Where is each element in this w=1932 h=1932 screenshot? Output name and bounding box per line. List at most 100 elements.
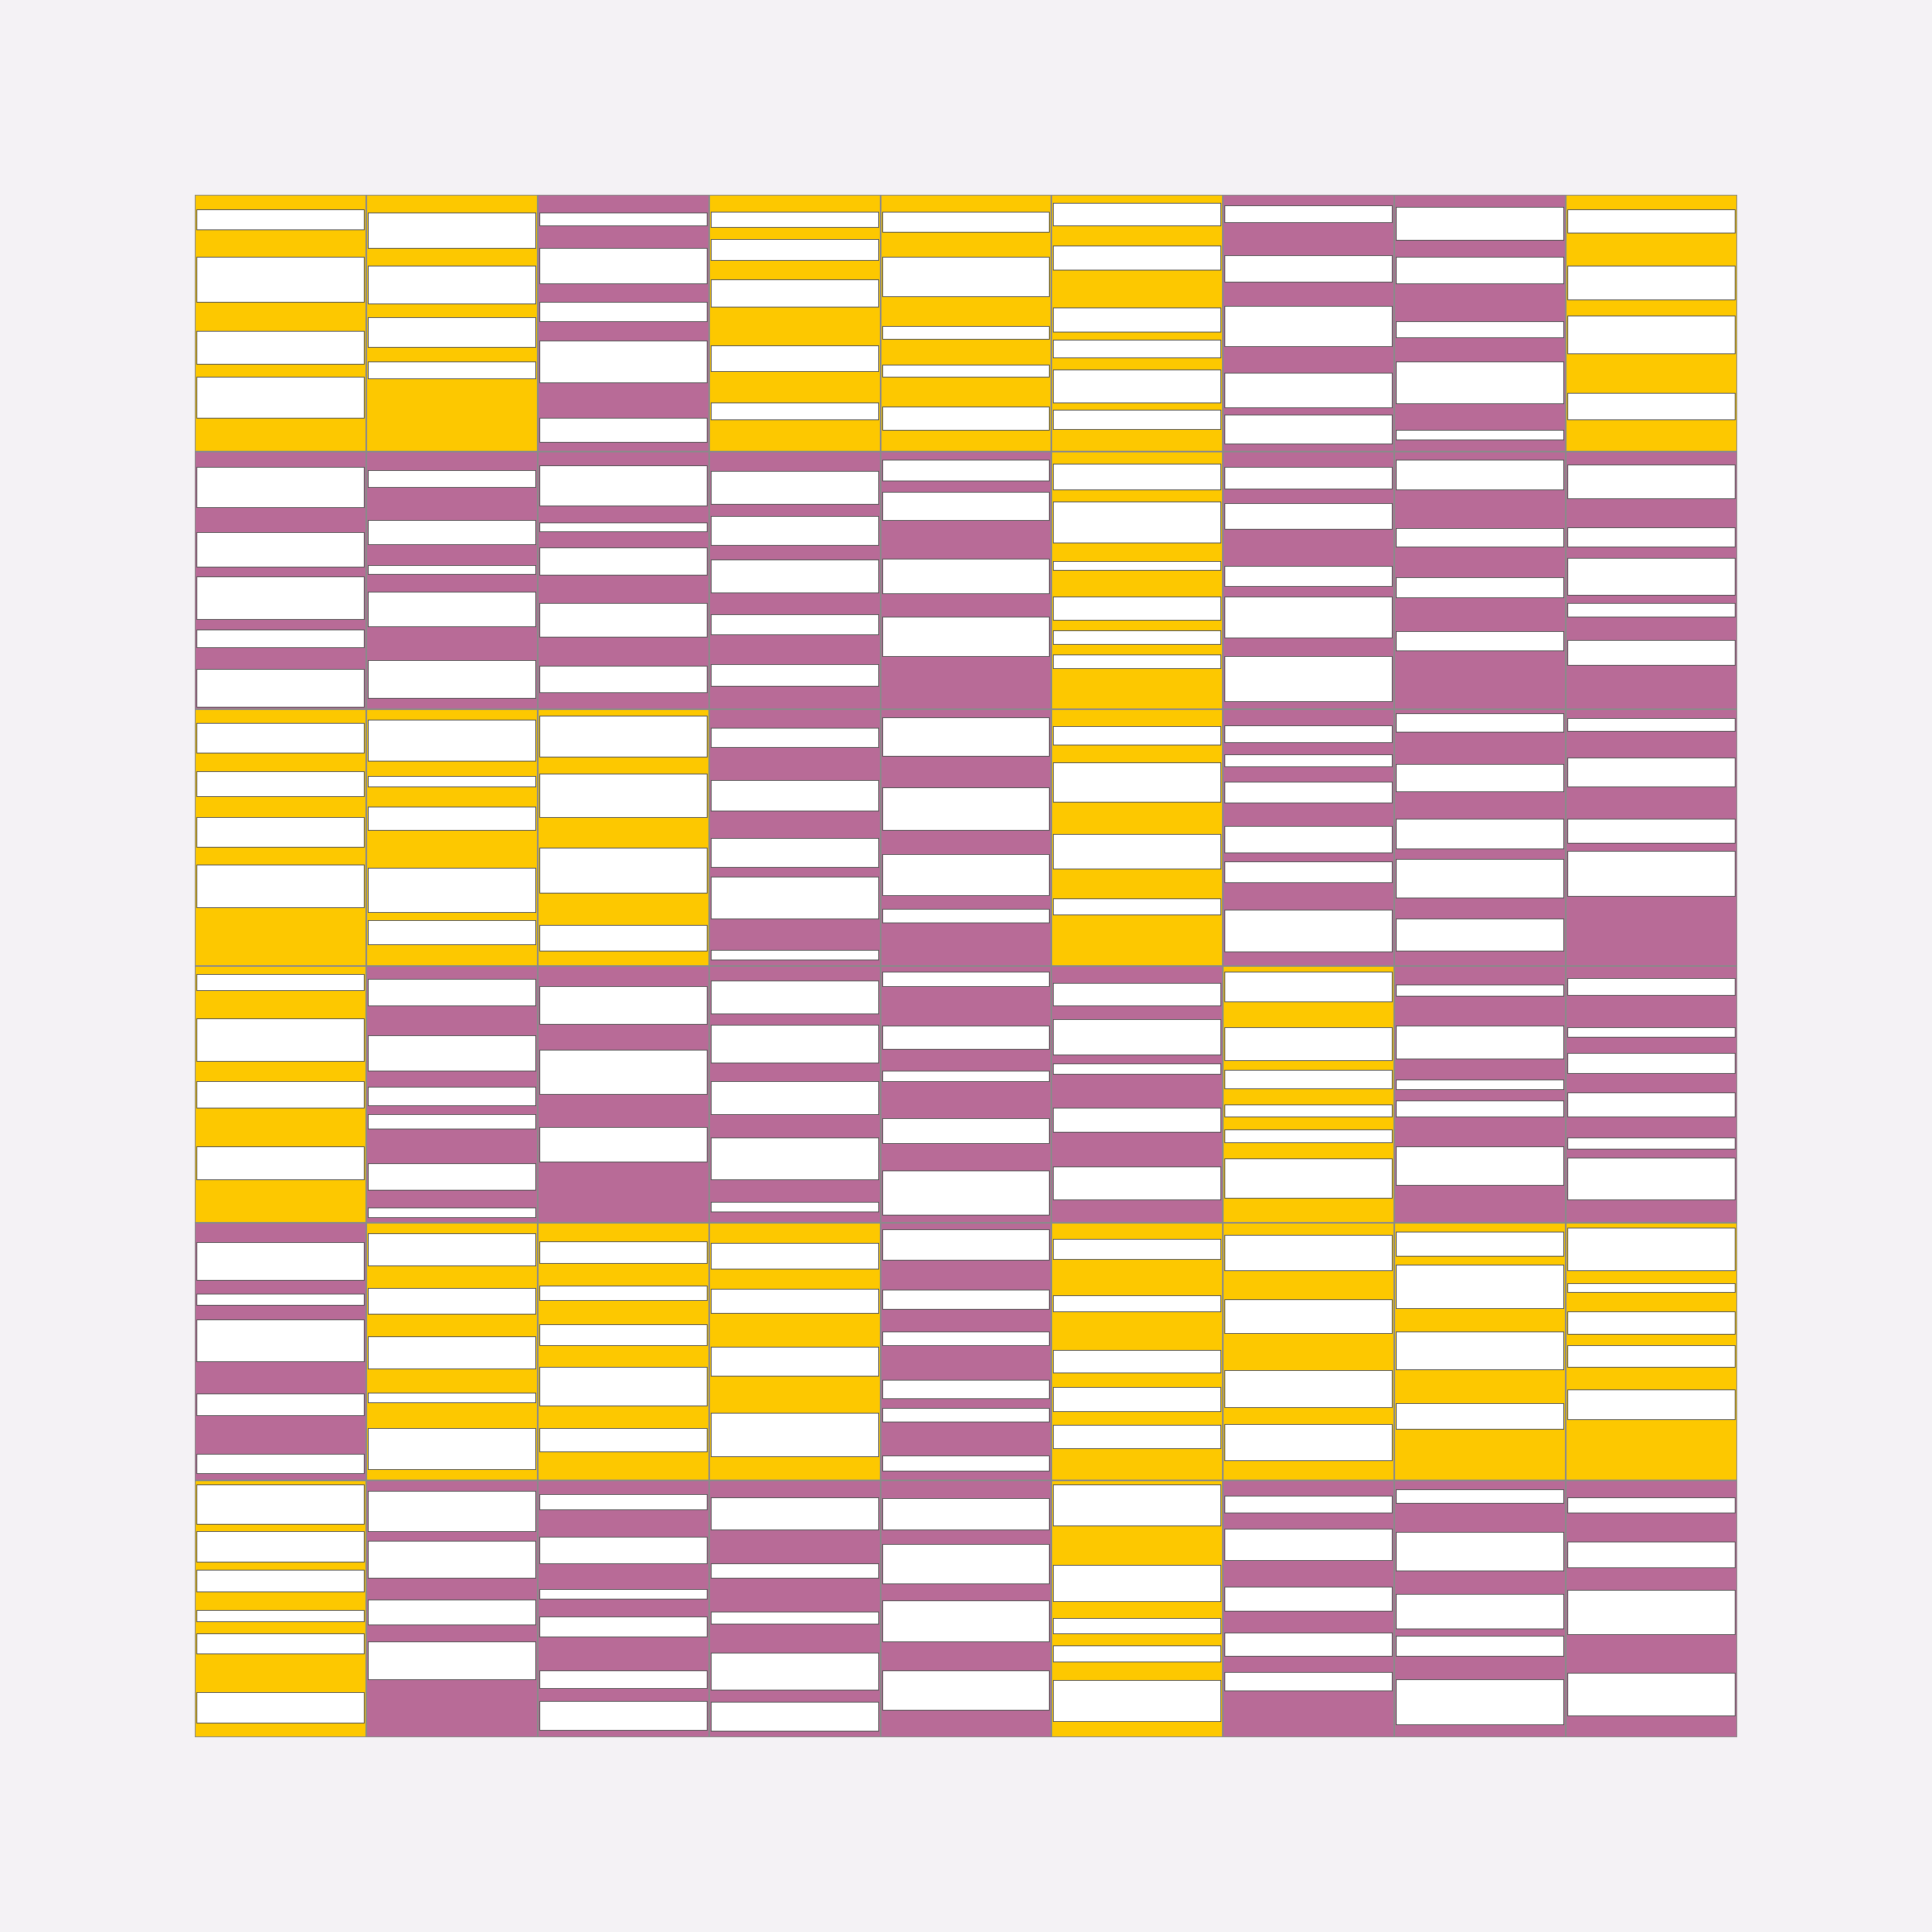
grid-cell (1051, 195, 1224, 452)
white-stripe (1053, 1386, 1222, 1412)
white-stripe (196, 1484, 365, 1525)
grid-cell (1051, 452, 1224, 709)
white-stripe (881, 1026, 1051, 1051)
white-stripe (1224, 861, 1393, 883)
white-stripe (1567, 1228, 1736, 1272)
white-stripe (367, 1163, 536, 1191)
white-stripe (1053, 725, 1222, 745)
grid-cell (1051, 966, 1224, 1224)
white-stripe (367, 776, 536, 788)
white-stripe (1053, 1108, 1222, 1133)
white-stripe (539, 1126, 708, 1163)
grid-cell (1223, 195, 1395, 452)
white-stripe (1053, 1294, 1222, 1313)
white-stripe (1224, 1069, 1393, 1090)
white-stripe (1396, 1100, 1565, 1117)
white-stripe (710, 1497, 879, 1530)
white-stripe (1567, 977, 1736, 996)
grid-cell (1051, 708, 1224, 966)
white-stripe (1396, 1079, 1565, 1090)
white-stripe (710, 1137, 879, 1181)
white-stripe (196, 576, 365, 621)
striped-grid-artwork (195, 195, 1737, 1737)
white-stripe (539, 1616, 708, 1637)
white-stripe (710, 727, 879, 749)
white-stripe (881, 491, 1051, 522)
white-stripe (367, 807, 536, 832)
white-stripe (881, 1670, 1051, 1711)
white-stripe (1396, 713, 1565, 733)
grid-cell (1394, 452, 1567, 709)
white-stripe (881, 212, 1051, 233)
grid-cell (708, 452, 881, 709)
grid-cell (195, 452, 366, 709)
white-stripe (1396, 1146, 1565, 1186)
white-stripe (881, 1170, 1051, 1216)
white-stripe (1224, 1529, 1393, 1562)
white-stripe (1224, 1587, 1393, 1612)
grid-cell (1223, 1480, 1395, 1737)
white-stripe (196, 723, 365, 754)
white-stripe (1567, 1026, 1736, 1038)
white-stripe (539, 247, 708, 284)
white-stripe (196, 1633, 365, 1655)
white-stripe (1567, 757, 1736, 787)
white-stripe (539, 1324, 708, 1346)
white-stripe (539, 1241, 708, 1265)
grid-cell (537, 195, 709, 452)
white-stripe (539, 716, 708, 758)
white-stripe (1053, 1166, 1222, 1200)
white-stripe (1053, 307, 1222, 333)
white-stripe (539, 547, 708, 576)
white-stripe (367, 361, 536, 379)
white-stripe (539, 522, 708, 533)
white-stripe (1396, 1403, 1565, 1430)
white-stripe (1053, 463, 1222, 491)
white-stripe (367, 1288, 536, 1315)
white-stripe (1567, 1496, 1736, 1513)
grid-cell (1566, 195, 1737, 452)
white-stripe (1224, 1672, 1393, 1691)
grid-cell (365, 452, 538, 709)
white-stripe (881, 717, 1051, 758)
white-stripe (367, 564, 536, 576)
white-stripe (710, 837, 879, 868)
white-stripe (1224, 781, 1393, 804)
white-stripe (539, 847, 708, 894)
white-stripe (710, 515, 879, 547)
white-stripe (1224, 1298, 1393, 1335)
white-stripe (1224, 597, 1393, 639)
white-stripe (539, 985, 708, 1025)
white-stripe (1567, 851, 1736, 898)
white-stripe (1396, 320, 1565, 338)
grid-cell (537, 708, 709, 966)
white-stripe (881, 256, 1051, 297)
white-stripe (367, 1393, 536, 1404)
white-stripe (1567, 1282, 1736, 1294)
white-stripe (881, 1331, 1051, 1346)
white-stripe (1224, 724, 1393, 744)
white-stripe (1396, 1025, 1565, 1060)
grid-cell (1394, 1480, 1567, 1737)
white-stripe (1567, 1541, 1736, 1568)
white-stripe (1053, 560, 1222, 571)
white-stripe (367, 520, 536, 545)
white-stripe (1567, 208, 1736, 233)
white-stripe (367, 1541, 536, 1579)
white-stripe (539, 1493, 708, 1510)
white-stripe (1567, 1137, 1736, 1150)
grid-cell (365, 966, 538, 1224)
white-stripe (1053, 340, 1222, 359)
white-stripe (196, 1570, 365, 1593)
grid-cell (1566, 1223, 1737, 1480)
white-stripe (710, 1025, 879, 1064)
white-stripe (367, 1641, 536, 1681)
white-stripe (1224, 1234, 1393, 1272)
white-stripe (1396, 1593, 1565, 1629)
grid-cell (195, 1223, 366, 1480)
white-stripe (1053, 1484, 1222, 1527)
grid-cell (1223, 452, 1395, 709)
white-stripe (196, 1692, 365, 1724)
white-stripe (196, 209, 365, 230)
white-stripe (710, 1413, 879, 1458)
